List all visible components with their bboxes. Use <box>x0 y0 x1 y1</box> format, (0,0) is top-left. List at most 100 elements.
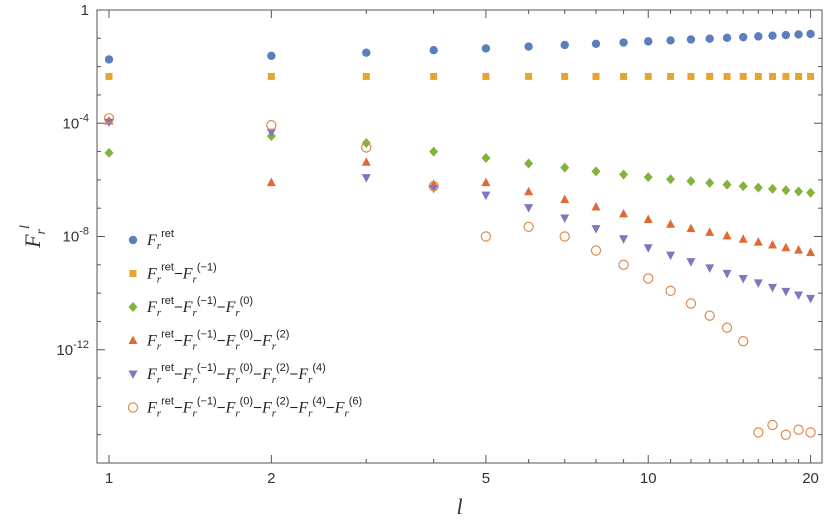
y-tick-label: 10-8 <box>63 226 89 246</box>
data-point <box>686 35 696 44</box>
legend-entry: Frret −Fr(−1) −Fr(0) −Fr(2) <box>128 329 289 353</box>
legend-marker <box>129 270 137 277</box>
data-point <box>782 72 790 80</box>
data-point <box>705 227 715 236</box>
legend-label: Frret −Fr(−1) −Fr(0) −Fr(2) −Fr(4) −Fr(6… <box>146 396 362 420</box>
data-point <box>480 231 492 242</box>
data-point <box>781 287 791 297</box>
data-point <box>524 204 534 213</box>
data-point <box>561 72 569 80</box>
data-point <box>768 283 778 293</box>
data-point <box>768 183 778 194</box>
data-point <box>768 240 778 249</box>
legend-marker <box>127 402 139 413</box>
data-point <box>780 429 792 440</box>
data-point <box>753 182 763 193</box>
y-axis-title-text: Frl <box>18 225 49 249</box>
data-point <box>104 147 114 158</box>
data-point <box>706 72 714 80</box>
data-point <box>794 30 803 39</box>
legend-marker <box>128 235 138 245</box>
y-tick-label: 10-4 <box>63 112 89 132</box>
legend-entry: Frret −Fr(−1) −Fr(0) <box>128 295 253 319</box>
data-point <box>560 40 569 50</box>
data-point <box>806 247 816 257</box>
data-point <box>738 274 748 284</box>
y-tick-label: 1 <box>81 2 89 19</box>
series-6 <box>103 113 816 440</box>
data-point <box>524 186 534 196</box>
data-point <box>429 46 438 55</box>
data-point <box>267 51 276 61</box>
data-point <box>705 177 715 188</box>
data-point <box>481 44 491 53</box>
data-point <box>644 37 653 46</box>
data-point <box>705 34 714 43</box>
data-point <box>481 191 491 201</box>
legend-marker <box>128 370 138 379</box>
data-point <box>794 291 804 300</box>
legend-label: Frret <box>146 228 174 252</box>
data-point <box>591 225 601 234</box>
data-point <box>523 221 534 233</box>
legend-entry: Frret −Fr(−1) −Fr(0) −Fr(2) −Fr(4) −Fr(6… <box>127 396 362 420</box>
data-point <box>767 419 778 431</box>
data-point <box>666 219 676 228</box>
data-point <box>525 72 533 80</box>
series-2 <box>105 72 815 80</box>
data-point <box>266 128 276 138</box>
data-point <box>738 181 748 192</box>
data-point <box>793 424 804 435</box>
data-point <box>560 162 570 173</box>
x-tick-label: 20 <box>802 470 819 487</box>
legend: Frret Frret −Fr(−1) Frret −Fr(−1) −Fr(0)… <box>127 228 362 420</box>
data-point <box>686 258 696 267</box>
series-1 <box>104 29 815 64</box>
data-point <box>795 72 803 80</box>
data-point <box>560 194 570 204</box>
data-point <box>739 72 747 80</box>
series-4 <box>104 116 816 257</box>
data-point <box>591 202 601 211</box>
data-point <box>739 32 748 42</box>
data-point <box>481 153 491 164</box>
data-point <box>524 42 533 51</box>
data-point <box>620 72 628 80</box>
data-point <box>591 39 601 49</box>
data-point <box>781 30 791 40</box>
data-point <box>524 158 534 169</box>
data-point <box>686 176 696 187</box>
data-point <box>643 172 653 183</box>
y-tick-label: 10-12 <box>56 339 89 359</box>
data-point <box>722 33 732 43</box>
data-point <box>794 186 804 197</box>
data-point <box>738 336 749 347</box>
data-point <box>666 251 676 261</box>
data-points <box>103 29 816 440</box>
data-point <box>266 120 277 131</box>
data-point <box>666 174 676 185</box>
data-point <box>768 31 777 40</box>
legend-entry: Frret <box>128 228 174 252</box>
data-point <box>592 72 600 80</box>
data-point <box>806 187 816 198</box>
legend-label: Frret −Fr(−1) −Fr(0) −Fr(2) −Fr(4) <box>146 362 326 386</box>
data-point <box>686 223 696 233</box>
data-point <box>753 427 764 438</box>
data-point <box>430 72 438 80</box>
data-point <box>429 184 439 194</box>
data-point <box>722 230 732 240</box>
data-point <box>723 72 731 80</box>
data-point <box>738 234 748 243</box>
data-point <box>769 72 777 80</box>
data-point <box>560 214 570 224</box>
data-point <box>667 72 675 80</box>
data-point <box>705 264 715 273</box>
x-tick-label: 10 <box>640 470 657 487</box>
data-point <box>806 29 815 39</box>
data-point <box>721 322 733 333</box>
legend-entry: Frret −Fr(−1) −Fr(0) −Fr(2) −Fr(4) <box>128 362 326 386</box>
legend-label: Frret −Fr(−1) <box>146 262 217 286</box>
data-point <box>685 298 697 309</box>
